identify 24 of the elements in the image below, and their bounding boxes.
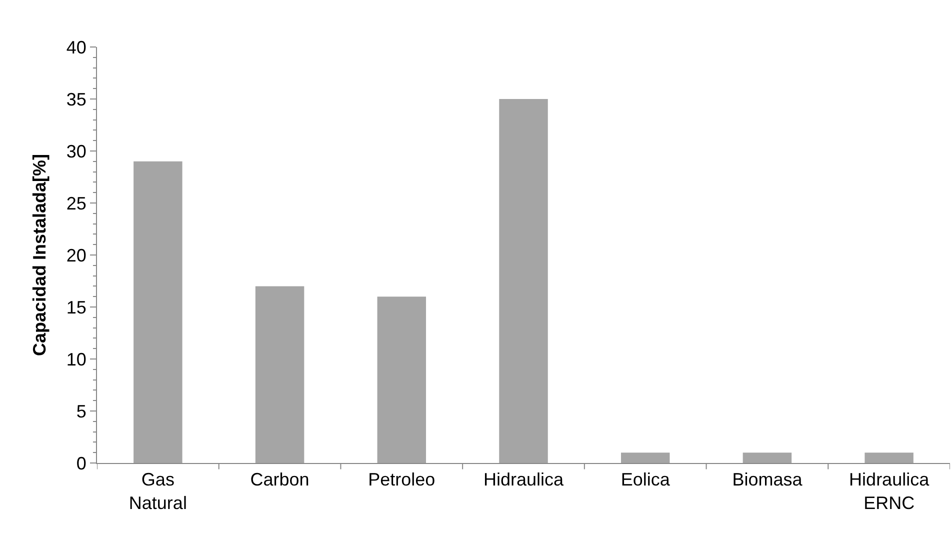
- x-tick-label: Petroleo: [368, 470, 436, 490]
- x-tick-label: Biomasa: [732, 470, 804, 490]
- y-tick-label: 5: [76, 401, 86, 422]
- bar: [499, 99, 548, 463]
- y-tick-label: 15: [66, 297, 86, 318]
- y-tick-label: 40: [66, 37, 86, 58]
- y-axis-title: Capacidad Instalada[%]: [30, 154, 50, 356]
- bar: [864, 452, 914, 463]
- bar: [620, 452, 670, 463]
- x-tick-label: Hidraulica ERNC: [849, 470, 930, 513]
- y-tick-label: 20: [66, 245, 86, 266]
- x-tick-label: Carbon: [250, 470, 310, 490]
- x-tick-label: Hidraulica: [483, 470, 564, 490]
- y-tick-label: 25: [66, 193, 86, 214]
- y-tick-label: 0: [76, 453, 86, 474]
- bar: [742, 452, 792, 463]
- bar: [134, 161, 182, 463]
- y-tick-label: 30: [66, 141, 86, 162]
- bar: [255, 286, 304, 463]
- x-tick-label: Eolica: [620, 470, 671, 490]
- bar: [377, 296, 426, 463]
- y-tick-label: 35: [66, 89, 86, 110]
- x-tick-label: Gas Natural: [128, 470, 187, 513]
- y-tick-label: 10: [66, 349, 86, 370]
